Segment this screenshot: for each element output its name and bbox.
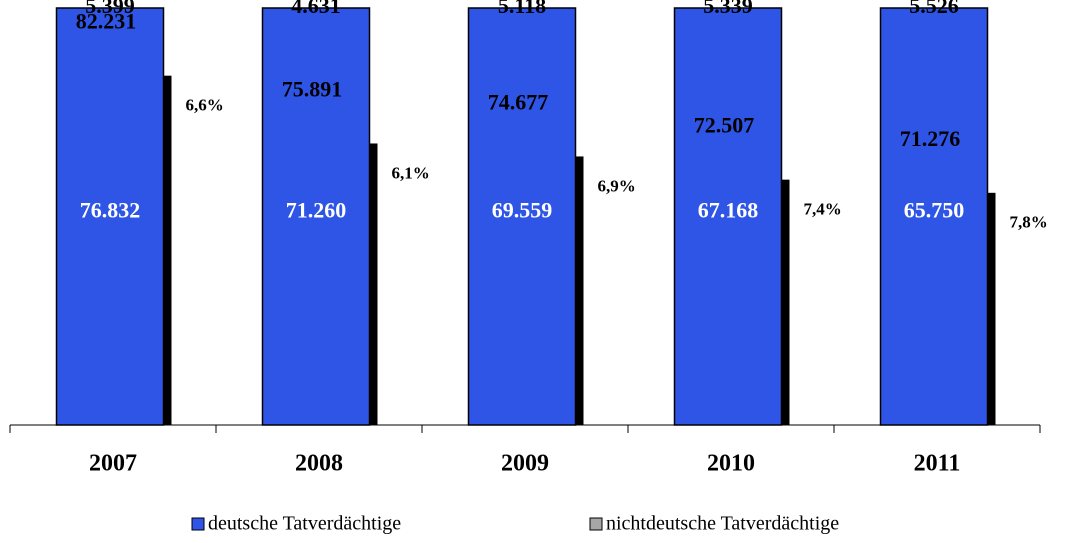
total-label: 75.891 bbox=[282, 77, 343, 102]
x-tick-label: 2007 bbox=[89, 451, 137, 477]
share-label: 6,6% bbox=[186, 96, 224, 115]
total-label: 72.507 bbox=[694, 113, 755, 138]
share-label: 7,4% bbox=[804, 200, 842, 219]
x-tick-label: 2009 bbox=[501, 451, 549, 477]
x-tick-label: 2011 bbox=[914, 451, 961, 477]
value-label: 67.168 bbox=[698, 198, 759, 223]
value-label: 65.750 bbox=[904, 198, 965, 223]
bar-segment bbox=[467, 7, 577, 426]
total-label: 82.231 bbox=[76, 9, 137, 34]
legend-swatch bbox=[589, 517, 603, 531]
legend-label: deutsche Tatverdächtige bbox=[208, 513, 401, 535]
x-tick-label: 2010 bbox=[707, 451, 755, 477]
legend-swatch bbox=[191, 517, 205, 531]
x-tick-label: 2008 bbox=[295, 451, 343, 477]
value-label: 76.832 bbox=[80, 198, 141, 223]
value-label: 69.559 bbox=[492, 198, 553, 223]
value-label: 5.399 bbox=[85, 0, 135, 18]
value-label: 4.631 bbox=[291, 0, 341, 18]
value-label: 71.260 bbox=[286, 198, 347, 223]
value-label: 5.526 bbox=[909, 0, 959, 18]
bar-segment bbox=[55, 7, 165, 426]
total-label: 71.276 bbox=[900, 126, 961, 151]
share-label: 7,8% bbox=[1010, 213, 1048, 232]
total-label: 74.677 bbox=[488, 90, 549, 115]
legend-label: nichtdeutsche Tatverdächtige bbox=[606, 513, 839, 535]
bar-segment bbox=[673, 7, 783, 426]
bar-segment bbox=[261, 7, 371, 426]
value-label: 5.118 bbox=[498, 0, 546, 18]
bar-segment bbox=[879, 7, 989, 426]
value-label: 5.339 bbox=[703, 0, 753, 18]
share-label: 6,1% bbox=[392, 163, 430, 182]
share-label: 6,9% bbox=[598, 176, 636, 195]
